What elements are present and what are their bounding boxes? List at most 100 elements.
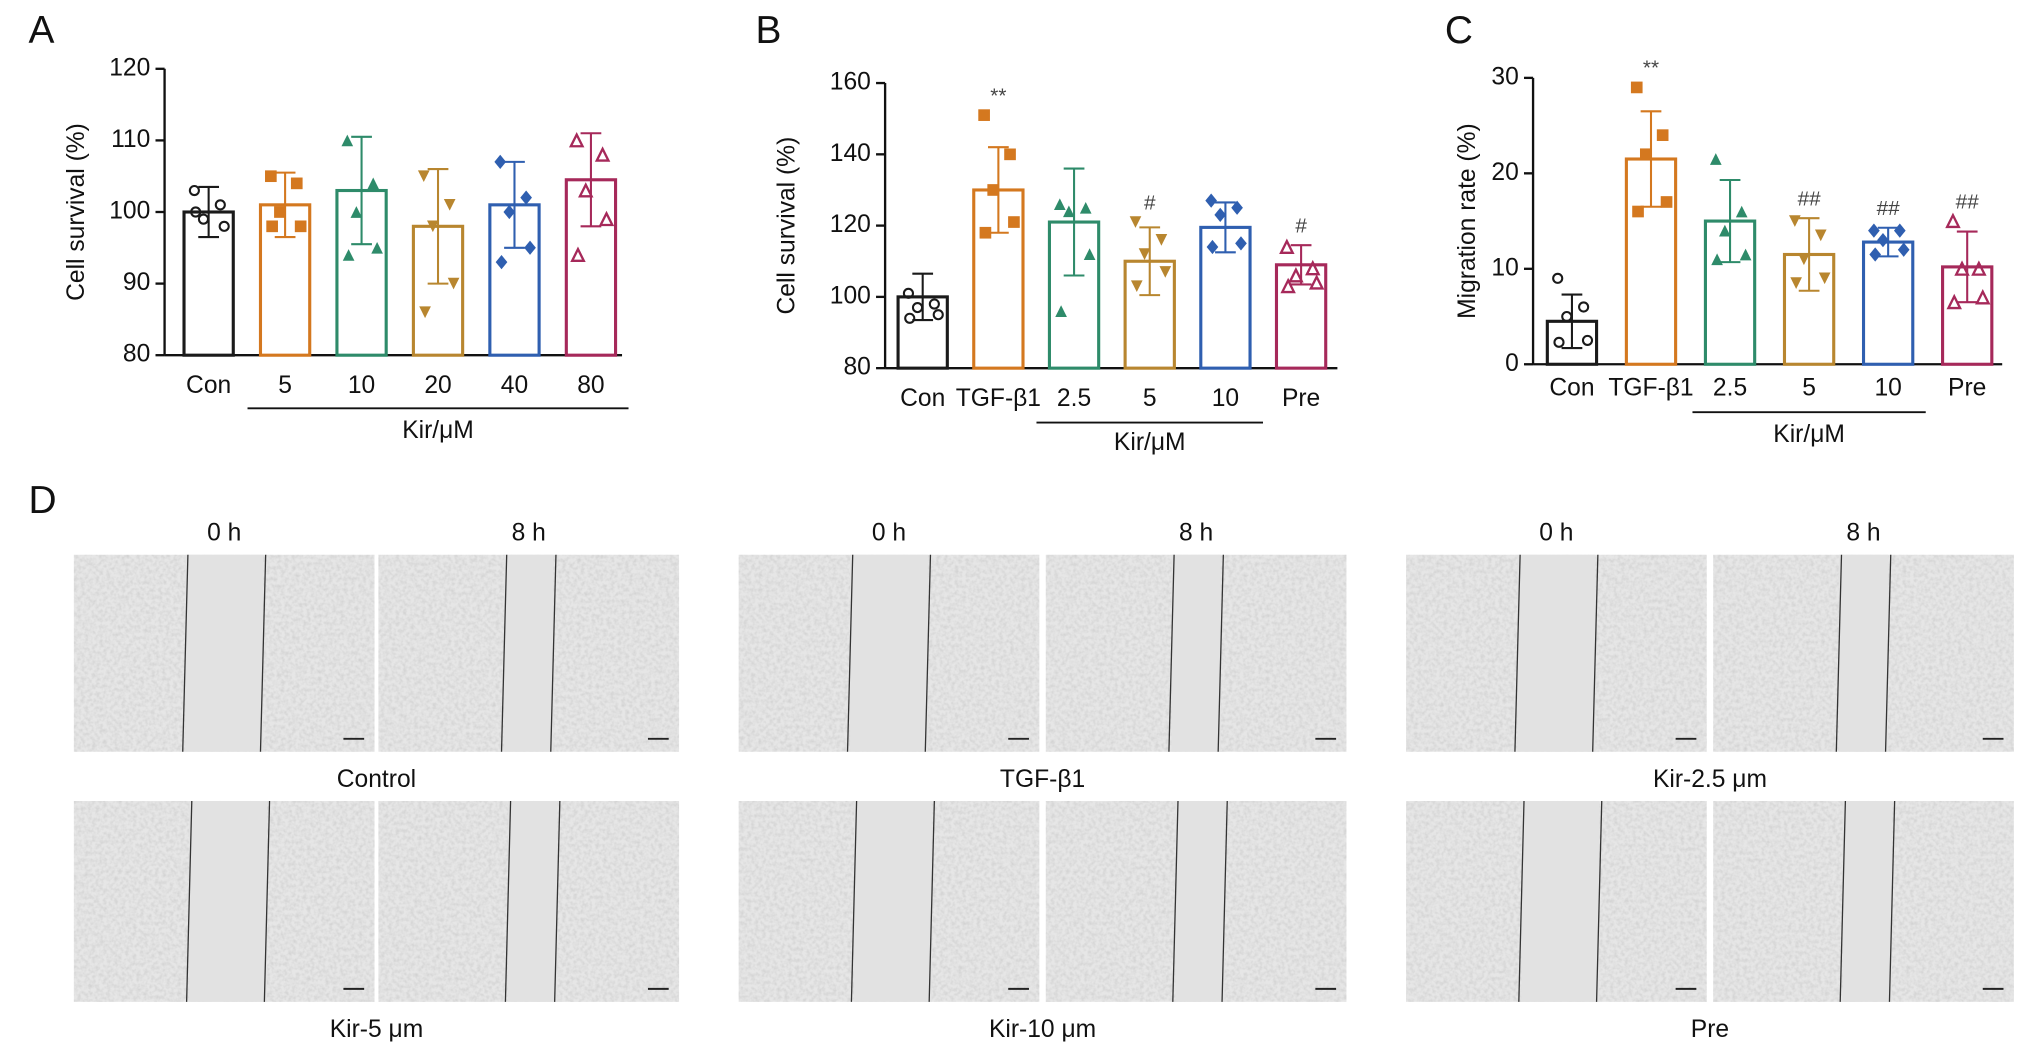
wound <box>1175 800 1225 1002</box>
x-tick-label: 5 <box>278 372 292 399</box>
data-point <box>1719 224 1731 237</box>
data-point <box>1008 216 1020 228</box>
data-point <box>495 254 508 270</box>
data-point <box>1004 148 1016 161</box>
data-point <box>1130 280 1143 293</box>
group-label: Kir/μM <box>402 417 474 444</box>
significance: ## <box>1798 188 1822 211</box>
data-point <box>1214 207 1227 223</box>
y-tick-label: 110 <box>111 126 150 153</box>
error-bar <box>1877 226 1899 258</box>
micrograph <box>378 554 680 752</box>
data-point <box>1138 248 1151 260</box>
y-tick-label: 120 <box>109 54 150 81</box>
data-point <box>524 240 536 255</box>
data-point <box>1869 247 1882 262</box>
y-tick-label: 160 <box>830 69 871 96</box>
y-tick-label: 140 <box>830 140 871 167</box>
wound-edge <box>1884 554 1892 752</box>
micrograph <box>1045 800 1347 1002</box>
error-bar <box>1215 201 1236 254</box>
x-tick-label: Con <box>186 372 231 399</box>
wound-edge <box>1839 800 1847 1002</box>
micrograph <box>73 554 375 752</box>
wound <box>1521 800 1600 1002</box>
data-point <box>1709 153 1722 165</box>
wound-edge <box>182 554 189 752</box>
wound-edge <box>1217 554 1224 752</box>
data-point <box>1975 289 1991 305</box>
data-point <box>1055 305 1067 317</box>
data-point <box>274 206 286 218</box>
time-label: 0 h <box>872 520 906 547</box>
data-point <box>1897 242 1910 257</box>
error-bar <box>274 171 296 239</box>
x-tick-label: Con <box>1549 374 1594 401</box>
chart: A Cell survival (%) 80 90 100 110 120 Con 5 10 20 4… <box>29 9 629 444</box>
wound-edge <box>1888 800 1896 1002</box>
y-tick-label: 30 <box>1491 63 1518 90</box>
data-point <box>1630 81 1643 94</box>
x-tick-label: Con <box>900 385 945 412</box>
data-point <box>1656 129 1669 141</box>
wound <box>1171 554 1221 752</box>
y-tick-label: 10 <box>1491 254 1518 281</box>
time-label: 0 h <box>207 520 241 547</box>
data-point <box>932 309 944 321</box>
data-point <box>1632 205 1644 218</box>
data-point <box>1789 215 1801 227</box>
data-point <box>417 170 430 183</box>
data-point <box>1893 223 1906 238</box>
micrograph <box>378 800 680 1002</box>
wound-edge <box>259 554 267 752</box>
data-point <box>1818 272 1831 285</box>
y-tick-label: 100 <box>109 198 150 225</box>
data-point <box>447 277 460 290</box>
data-point <box>266 220 278 233</box>
group-label: Kir-2.5 μm <box>1653 766 1767 793</box>
x-tick-label: 80 <box>577 372 604 399</box>
wound-edge <box>846 554 854 752</box>
significance: # <box>1295 215 1307 238</box>
x-tick-label: Pre <box>1282 385 1320 412</box>
error-bar <box>504 160 525 249</box>
error-bar <box>1139 226 1161 297</box>
significance: ## <box>1877 197 1901 220</box>
data-point <box>1735 205 1748 218</box>
group-label: Kir-5 μm <box>330 1016 423 1043</box>
data-point <box>371 241 383 254</box>
chart: C Migration rate (%) 0 10 20 30 Con TGF-β1 ** 2.5… <box>1445 9 2003 448</box>
micrograph <box>1406 554 1707 752</box>
wound-edge <box>924 554 932 752</box>
bar <box>1861 240 1915 366</box>
x-tick-label: Pre <box>1948 374 1986 401</box>
data-point <box>1553 336 1565 348</box>
error-bar <box>427 168 449 285</box>
data-point <box>367 177 380 190</box>
x-tick-label: 40 <box>501 372 528 399</box>
data-point <box>1581 334 1594 346</box>
data-point <box>979 226 992 239</box>
data-point <box>1790 277 1802 289</box>
x-tick-label: TGF-β1 <box>1608 374 1693 401</box>
data-point <box>350 206 363 218</box>
data-point <box>1129 216 1142 228</box>
y-axis-label: Migration rate (%) <box>1454 123 1481 319</box>
micrograph <box>738 800 1040 1002</box>
x-tick-label: 5 <box>1802 374 1816 401</box>
wound-edge <box>500 554 508 752</box>
significance: ## <box>1956 190 1980 213</box>
data-point <box>1205 193 1217 208</box>
y-tick-label: 120 <box>830 211 871 238</box>
significance: # <box>1144 191 1156 214</box>
error-bar <box>580 132 602 228</box>
y-axis-label: Cell survival (%) <box>63 123 90 301</box>
x-tick-label: 2.5 <box>1057 385 1091 412</box>
data-point <box>1305 259 1321 276</box>
micrograph <box>1713 800 2014 1002</box>
x-tick-label: 5 <box>1143 385 1157 412</box>
data-point <box>1660 196 1673 208</box>
error-bar <box>1561 293 1583 350</box>
wound <box>189 800 267 1002</box>
data-point <box>1053 198 1066 211</box>
